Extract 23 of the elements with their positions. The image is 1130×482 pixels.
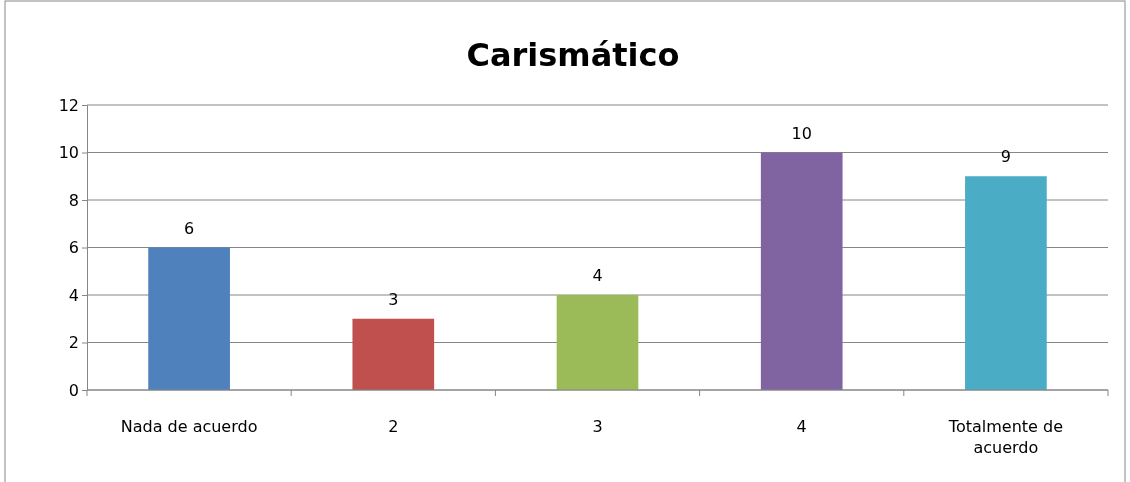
y-tick-label: 12 (58, 95, 79, 115)
data-label: 3 (388, 289, 399, 309)
x-tick-label: 2 (388, 417, 399, 436)
chart-title: Carismático (466, 36, 680, 74)
bar (556, 295, 639, 390)
bar (352, 318, 435, 390)
x-tick-label: Totalmente de acuerdo (947, 417, 1063, 457)
x-tick-label: Nada de acuerdo (120, 417, 258, 436)
y-tick-label: 2 (68, 333, 79, 353)
y-tick-label: 10 (58, 143, 79, 163)
y-tick-label: 4 (68, 285, 79, 305)
x-tick-label: 3 (592, 417, 603, 436)
data-label: 10 (791, 123, 812, 143)
y-tick-label: 0 (68, 380, 79, 400)
data-label: 6 (184, 218, 195, 238)
y-tick-label: 6 (68, 238, 79, 258)
bar (965, 176, 1047, 390)
y-tick-label: 8 (68, 190, 79, 210)
x-tick-label: 4 (796, 417, 807, 436)
bar (148, 247, 230, 390)
bar (760, 152, 843, 390)
data-label: 9 (1000, 147, 1011, 167)
data-label: 4 (592, 266, 603, 285)
